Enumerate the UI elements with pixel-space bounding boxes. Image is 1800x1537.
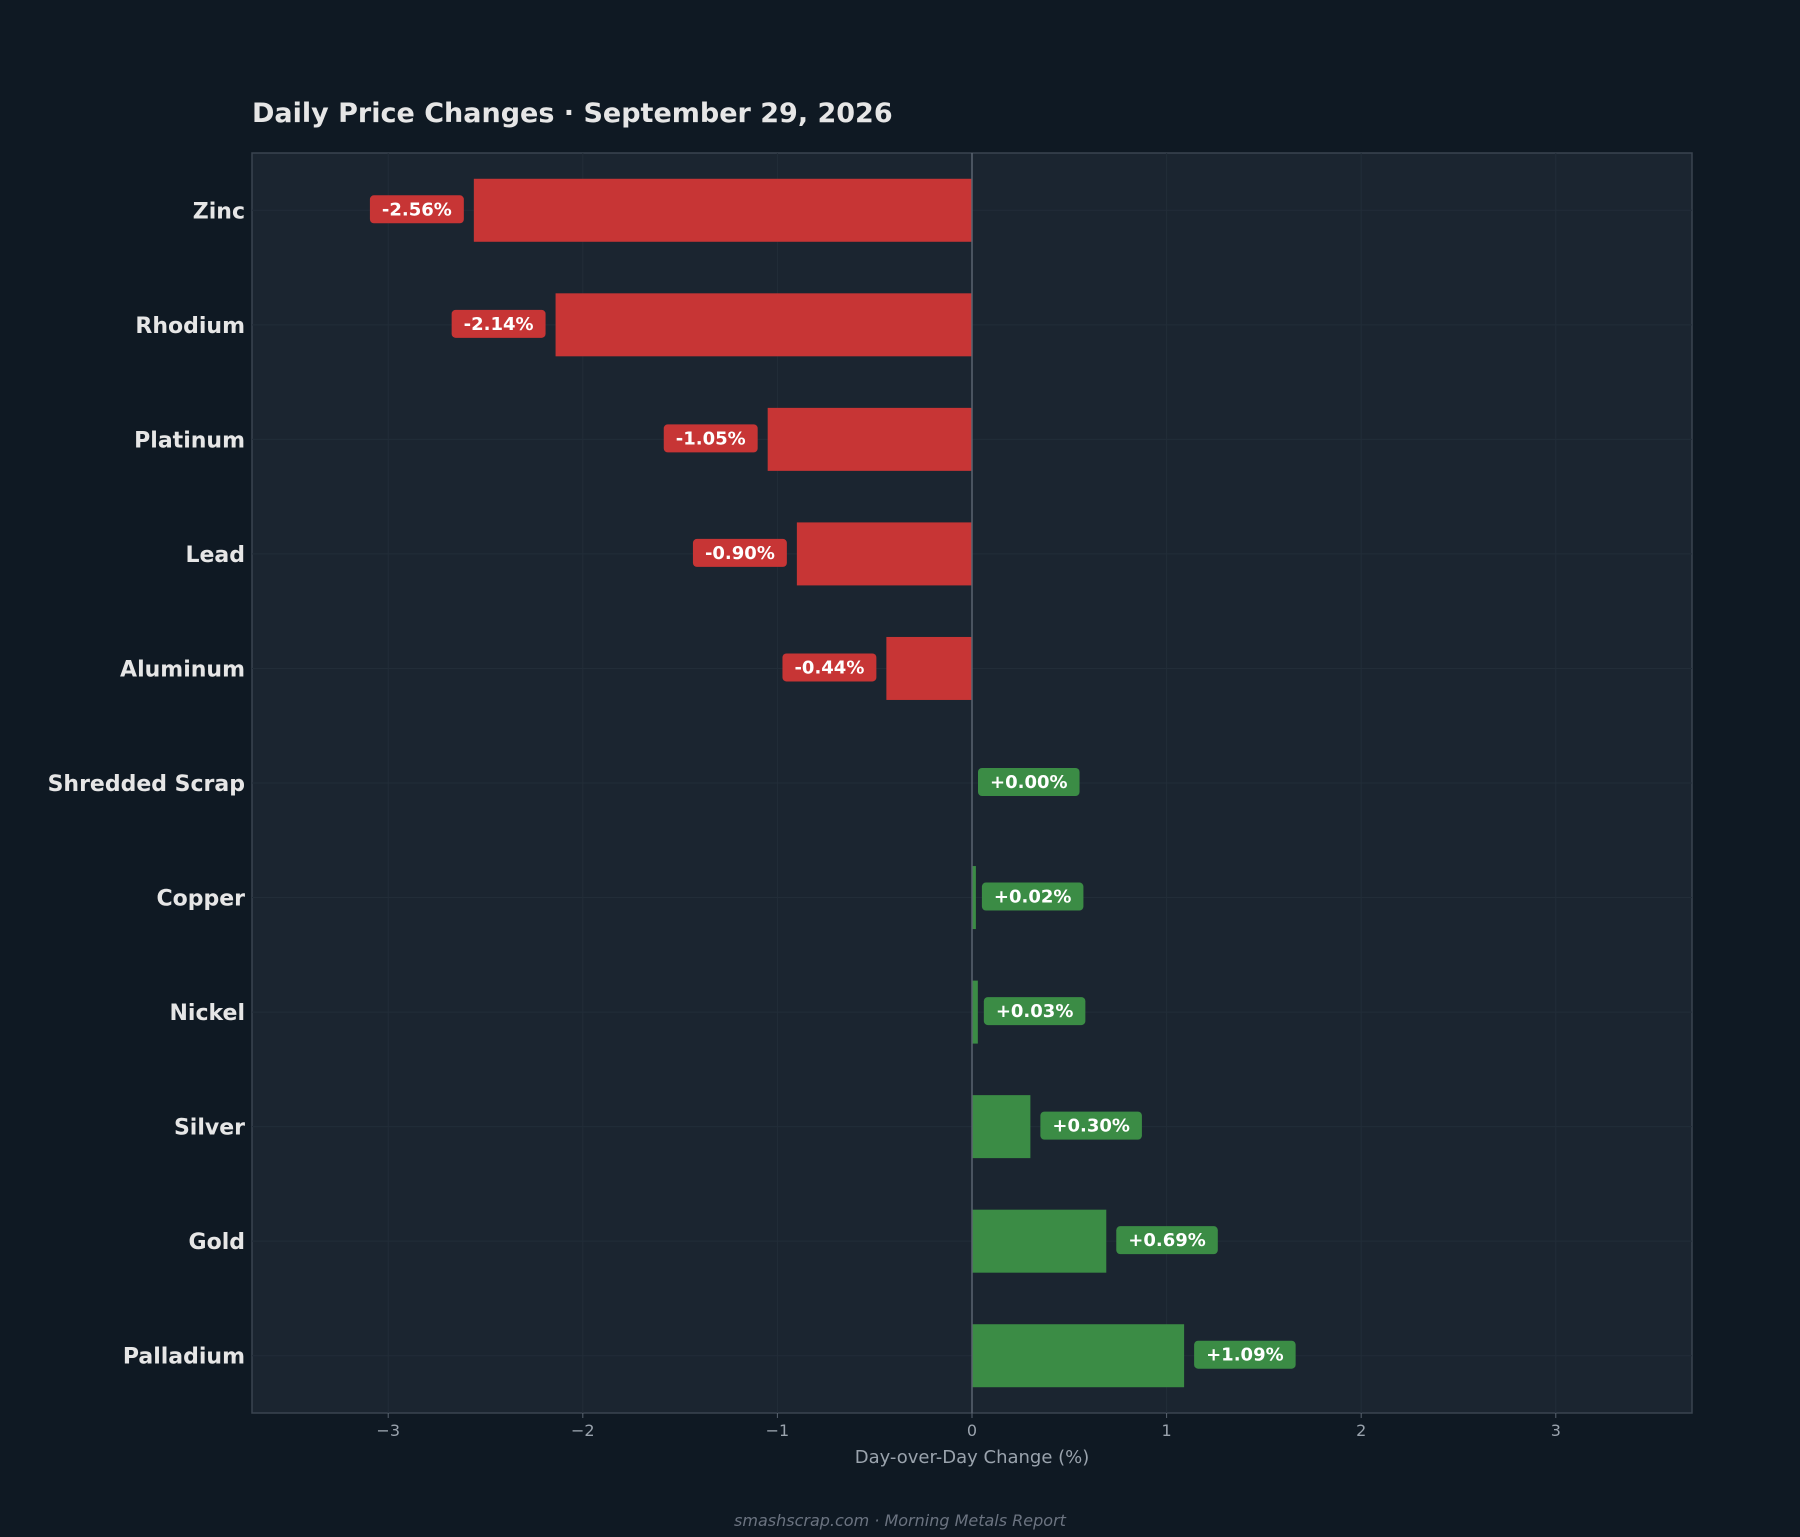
category-label: Rhodium (135, 314, 245, 339)
value-label-badge (978, 768, 1080, 796)
bar-platinum (767, 407, 972, 471)
x-tick-label: 0 (967, 1421, 977, 1440)
value-label-badge (983, 997, 1086, 1026)
category-labels: Zinc Rhodium Platinum Lead Aluminum Shredded … (48, 199, 246, 1369)
category-label: Lead (185, 543, 245, 568)
value-label: +1.09% (1194, 1340, 1296, 1369)
bar-silver (972, 1095, 1031, 1159)
bar-lead (796, 522, 972, 586)
value-label-badge (1116, 1226, 1218, 1255)
category-label: Silver (174, 1116, 245, 1141)
category-label: Copper (156, 887, 245, 912)
category-label: Platinum (134, 428, 245, 453)
value-label-badge (663, 424, 758, 453)
x-tick-labels: −3 −2 −1 0 1 2 3 (376, 1413, 1561, 1440)
value-label: +0.03% (983, 997, 1086, 1026)
category-label: Shredded Scrap (48, 772, 245, 797)
value-label: -2.14% (451, 309, 546, 338)
value-label: -2.56% (369, 195, 464, 224)
value-label: +0.02% (981, 882, 1084, 911)
value-label-badge (369, 195, 464, 224)
value-label-text: -1.05% (676, 428, 746, 449)
value-label-badge (981, 882, 1084, 911)
bar-gold (972, 1209, 1107, 1273)
x-axis-label: Day-over-Day Change (%) (855, 1447, 1090, 1468)
value-label-text: +0.69% (1128, 1230, 1206, 1251)
bars (473, 178, 1185, 1388)
category-label: Gold (189, 1230, 245, 1255)
chart-title: Daily Price Changes · September 29, 2026 (252, 98, 893, 129)
bar-rhodium (555, 293, 972, 357)
value-label-text: -2.14% (464, 314, 534, 335)
category-label: Nickel (170, 1001, 246, 1026)
value-label: +0.69% (1116, 1226, 1218, 1255)
bar-nickel (972, 980, 978, 1044)
category-label: Aluminum (120, 657, 245, 682)
value-label-text: +0.00% (990, 772, 1068, 793)
value-label-text: +0.30% (1052, 1116, 1130, 1137)
value-label: -0.90% (692, 538, 787, 567)
value-label: -1.05% (663, 424, 758, 453)
value-label-text: -0.90% (705, 543, 775, 564)
bar-palladium (972, 1324, 1185, 1388)
footer-credit: smashscrap.com · Morning Metals Report (734, 1511, 1067, 1530)
value-label-text: +1.09% (1206, 1345, 1284, 1366)
value-label-text: -0.44% (794, 657, 864, 678)
value-label-badge (1040, 1111, 1142, 1140)
value-label: -0.44% (782, 653, 877, 682)
x-tick-label: −1 (766, 1421, 790, 1440)
value-label-badge (782, 653, 877, 682)
value-label: +0.30% (1040, 1111, 1142, 1140)
value-label-text: +0.02% (994, 887, 1072, 908)
bar-aluminum (886, 636, 972, 700)
value-label: +0.00% (978, 768, 1080, 796)
value-labels: -2.56% -2.14% -1.05% -0.90% -0.44% +0.00% +0.0… (369, 195, 1296, 1369)
value-label-text: +0.03% (996, 1001, 1074, 1022)
value-label-badge (1194, 1340, 1296, 1369)
bar-copper (972, 866, 976, 930)
value-label-text: -2.56% (382, 199, 452, 220)
bar-zinc (473, 178, 972, 242)
x-tick-label: 1 (1162, 1421, 1172, 1440)
x-tick-label: −3 (376, 1421, 400, 1440)
value-label-badge (692, 538, 787, 567)
category-label: Palladium (123, 1345, 245, 1370)
x-tick-label: 2 (1356, 1421, 1366, 1440)
x-tick-label: −2 (571, 1421, 595, 1440)
value-label-badge (451, 309, 546, 338)
category-label: Zinc (193, 199, 245, 224)
x-tick-label: 3 (1551, 1421, 1561, 1440)
